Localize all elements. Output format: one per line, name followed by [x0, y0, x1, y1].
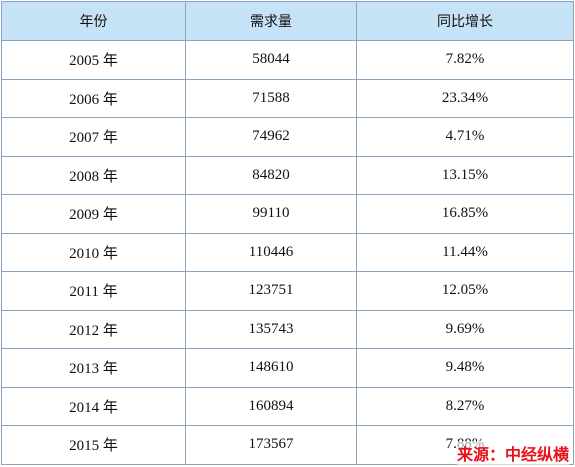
table-cell: 2012 年: [1, 309, 186, 349]
header-cell: 同比增长: [356, 1, 574, 41]
table-row: 2009 年 99110 16.85%: [1, 194, 574, 234]
table-row: 2005 年 58044 7.82%: [1, 40, 574, 80]
table-cell: 135743: [185, 309, 357, 349]
source-watermark: 来源：中经纵横: [456, 441, 569, 465]
table-cell: 2007 年: [1, 117, 186, 157]
header-cell: 需求量: [185, 1, 357, 41]
table-cell: 99110: [185, 194, 357, 234]
table-cell: 71588: [185, 78, 357, 118]
table-cell: 16.85%: [356, 194, 574, 234]
table-cell: 84820: [185, 155, 357, 195]
table-cell: 9.69%: [356, 309, 574, 349]
table-cell: 11.44%: [356, 232, 574, 272]
header-row: 年份 需求量 同比增长: [1, 1, 574, 41]
table-cell: 7.82%: [356, 40, 574, 80]
table-cell: 160894: [185, 386, 357, 426]
table-cell: 2008 年: [1, 155, 186, 195]
table-cell: 110446: [185, 232, 357, 272]
table-row: 2013 年 148610 9.48%: [1, 348, 574, 388]
table-cell: 2014 年: [1, 386, 186, 426]
table-cell: 2005 年: [1, 40, 186, 80]
table-cell: 74962: [185, 117, 357, 157]
table-cell: 4.71%: [356, 117, 574, 157]
table-cell: 148610: [185, 348, 357, 388]
table-row: 2010 年 110446 11.44%: [1, 232, 574, 272]
table-cell: 2009 年: [1, 194, 186, 234]
table-cell: 58044: [185, 40, 357, 80]
table-cell: 123751: [185, 271, 357, 311]
table-row: 2011 年 123751 12.05%: [1, 271, 574, 311]
table-cell: 2013 年: [1, 348, 186, 388]
table-cell: 2010 年: [1, 232, 186, 272]
table-cell: 2011 年: [1, 271, 186, 311]
table-row: 2008 年 84820 13.15%: [1, 155, 574, 195]
table-row: 2007 年 74962 4.71%: [1, 117, 574, 157]
table-row: 2012 年 135743 9.69%: [1, 309, 574, 349]
header-cell: 年份: [1, 1, 186, 41]
table-row: 2014 年 160894 8.27%: [1, 386, 574, 426]
table-cell: 8.27%: [356, 386, 574, 426]
table-cell: 9.48%: [356, 348, 574, 388]
table-cell: 2015 年: [1, 425, 186, 465]
table-cell: 13.15%: [356, 155, 574, 195]
table-cell: 23.34%: [356, 78, 574, 118]
table-row: 2006 年 71588 23.34%: [1, 78, 574, 118]
table-cell: 2006 年: [1, 78, 186, 118]
table-cell: 12.05%: [356, 271, 574, 311]
table-cell: 173567: [185, 425, 357, 465]
